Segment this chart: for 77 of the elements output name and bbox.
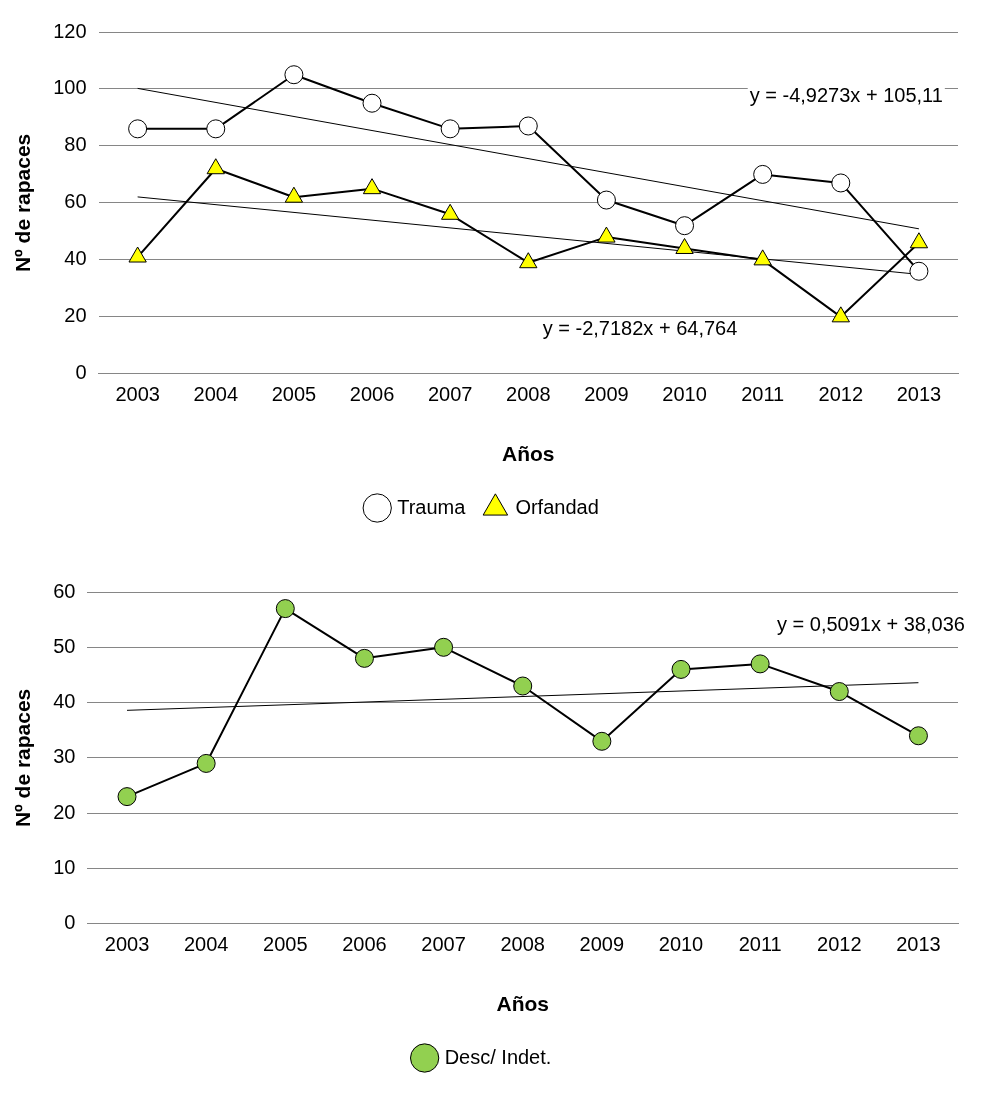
x-tick-label: 2004 [183, 933, 229, 956]
point [128, 246, 147, 263]
point [596, 190, 616, 210]
y-tick-label: 20 [64, 304, 87, 327]
point [675, 237, 694, 254]
point [518, 116, 538, 136]
x-tick-label: 2003 [115, 383, 160, 406]
x-tick-label: 2011 [738, 933, 782, 956]
y-tick-label: 20 [53, 800, 76, 823]
x-tick-label: 2008 [506, 383, 551, 406]
point [753, 164, 773, 184]
point [362, 178, 382, 195]
x-tick-label: 2012 [818, 383, 864, 406]
x-tick-label: 2003 [104, 933, 150, 956]
point [354, 648, 374, 668]
legend-label: Desc/ Indet. [444, 1045, 552, 1068]
x-tick-label: 2004 [193, 383, 239, 406]
annotation: y = -4,9273x + 105,11 [749, 84, 943, 107]
x-tick-label: 2005 [271, 383, 317, 406]
point [206, 158, 225, 175]
point [671, 659, 691, 679]
x-tick-label: 2008 [500, 933, 545, 956]
y-tick-label: 10 [53, 856, 76, 879]
annotation: y = 0,5091x + 38,036 [776, 612, 965, 635]
point [206, 119, 226, 139]
point [592, 731, 612, 751]
point [908, 726, 928, 746]
y-tick-label: 30 [53, 745, 76, 768]
point [275, 599, 295, 619]
point [750, 654, 770, 674]
legend-label: Trauma [397, 495, 467, 518]
x-axis-title: Años [496, 992, 549, 1016]
point [440, 119, 460, 139]
x-tick-label: 2007 [421, 933, 466, 956]
point [196, 753, 216, 773]
x-tick-label: 2010 [658, 933, 704, 956]
point [284, 65, 304, 85]
y-tick-label: 50 [53, 634, 76, 657]
y-tick-label: 60 [64, 190, 87, 213]
x-tick-label: 2005 [263, 933, 308, 956]
x-tick-label: 2010 [662, 383, 707, 406]
y-tick-label: 0 [64, 911, 76, 934]
y-tick-label: 80 [64, 133, 87, 156]
point [753, 249, 772, 266]
point [440, 203, 460, 220]
y-tick-label: 40 [53, 690, 76, 713]
point [909, 232, 929, 249]
point [519, 252, 538, 269]
y-tick-label: 60 [53, 579, 76, 602]
point [831, 306, 850, 323]
y-tick-label: 100 [53, 76, 87, 99]
x-tick-label: 2013 [896, 383, 942, 406]
y-axis-title: Nº de rapaces [11, 133, 35, 273]
y-tick-label: 0 [75, 361, 87, 384]
point [829, 682, 849, 702]
x-tick-label: 2007 [427, 383, 473, 406]
x-axis-title: Años [502, 442, 555, 466]
y-tick-label: 40 [64, 247, 87, 270]
x-tick-label: 2012 [817, 933, 862, 956]
x-tick-label: 2013 [896, 933, 941, 956]
annotation: y = -2,7182x + 64,764 [542, 316, 738, 339]
x-tick-label: 2006 [349, 383, 395, 406]
point [117, 787, 137, 807]
y-tick-label: 120 [53, 19, 87, 42]
point [831, 173, 851, 193]
x-tick-label: 2009 [584, 383, 629, 406]
point [434, 637, 454, 657]
point [597, 226, 616, 243]
point [284, 186, 304, 203]
point [128, 119, 148, 139]
x-tick-label: 2009 [579, 933, 625, 956]
point [362, 93, 382, 113]
point [513, 676, 533, 696]
y-axis-title: Nº de rapaces [11, 688, 35, 828]
x-tick-label: 2011 [741, 383, 785, 406]
x-tick-label: 2006 [342, 933, 387, 956]
legend-label: Orfandad [515, 495, 599, 518]
